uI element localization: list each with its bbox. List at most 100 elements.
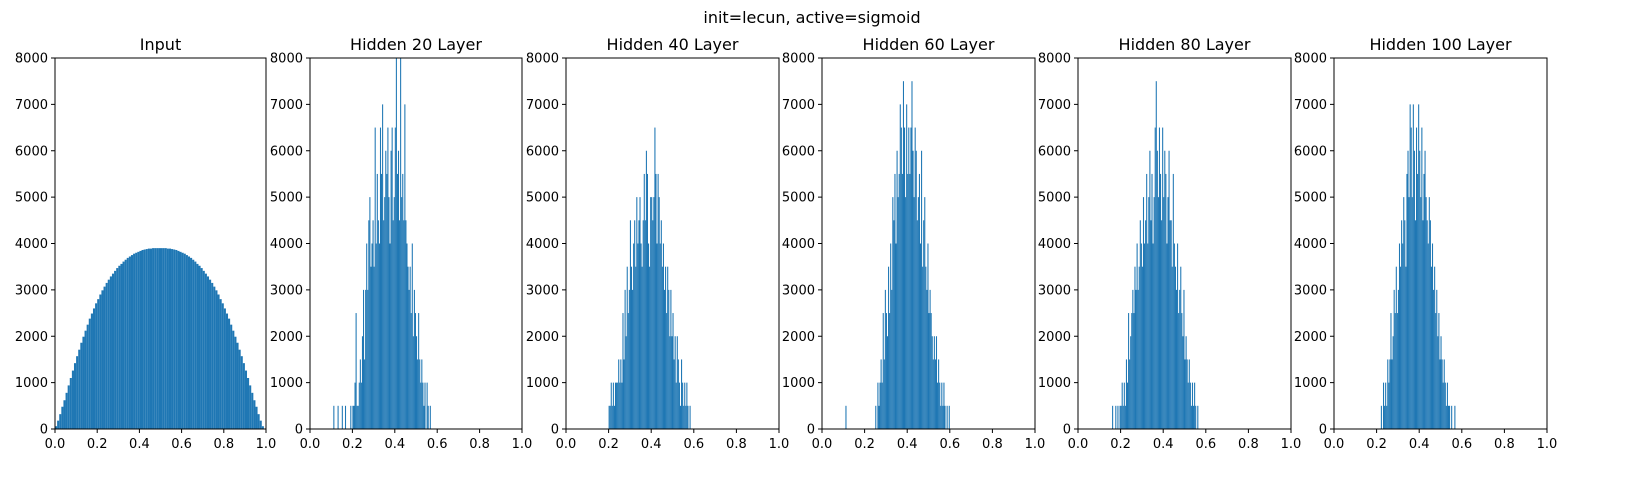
histogram-bar	[99, 294, 102, 429]
x-tick-label: 0.8	[1238, 437, 1259, 452]
x-tick-label: 0.0	[556, 437, 577, 452]
y-tick-label: 3000	[270, 283, 303, 298]
panel-title: Hidden 100 Layer	[1369, 35, 1512, 54]
histogram-bar	[1387, 359, 1389, 429]
histogram-bar	[1139, 220, 1141, 429]
histogram-bar	[891, 289, 893, 430]
histogram-bar	[114, 270, 117, 429]
histogram-bar	[1443, 359, 1445, 429]
histogram-bar	[1437, 336, 1439, 429]
histogram-bar	[97, 299, 100, 429]
histogram-bar	[196, 263, 199, 429]
x-tick-label: 1.0	[512, 437, 533, 452]
histogram-bar	[405, 220, 407, 429]
histogram-bar	[1130, 336, 1132, 429]
histogram-bar	[1445, 405, 1447, 429]
histogram-bar	[638, 220, 640, 429]
histogram-bar	[372, 220, 374, 429]
histogram-bar	[173, 249, 176, 429]
histogram-bar	[648, 243, 650, 429]
histogram-bar	[941, 382, 943, 430]
y-tick-label: 3000	[1294, 283, 1327, 298]
x-tick-label: 0.4	[129, 437, 150, 452]
chart-panel: Input 0.0 0.2 0.4 0.6 0.8 1.0 0 1000 2000 3000 4000…	[15, 35, 276, 452]
histogram-bar	[1193, 405, 1195, 429]
histogram-bar	[221, 303, 224, 429]
histogram-bar	[619, 382, 621, 430]
histogram-bar	[1397, 289, 1399, 430]
histogram-bar	[234, 336, 237, 429]
histogram-bar	[141, 249, 144, 429]
y-tick-label: 7000	[1294, 98, 1327, 113]
histogram-bar	[901, 173, 903, 429]
histogram-bar	[641, 266, 643, 429]
histogram-bar	[130, 255, 134, 429]
histogram-bar	[1435, 313, 1437, 429]
histogram-bar	[414, 313, 416, 429]
histogram-bar	[67, 385, 70, 429]
histogram-bar	[107, 279, 110, 429]
histogram-bar	[612, 382, 614, 430]
histogram-bar	[399, 220, 401, 429]
histogram-bar	[1126, 382, 1129, 430]
x-tick-label: 1.0	[1025, 437, 1046, 452]
histogram-bar	[917, 197, 919, 430]
panel-title: Hidden 40 Layer	[607, 35, 739, 54]
histogram-bar	[383, 220, 385, 429]
histogram-bar	[206, 276, 210, 429]
histogram-bar	[1416, 127, 1418, 429]
x-tick-label: 0.0	[45, 437, 66, 452]
histogram-bar	[1191, 382, 1194, 430]
histogram-bar	[1128, 313, 1130, 429]
histogram-bar	[401, 197, 403, 430]
histogram-bar	[845, 405, 847, 429]
histogram-bar	[1144, 243, 1146, 429]
histogram-bar	[617, 382, 619, 430]
histogram-bar	[1388, 382, 1390, 430]
histogram-bar	[1418, 104, 1420, 430]
x-tick-label: 0.8	[1494, 437, 1515, 452]
histogram-bar	[370, 266, 372, 429]
y-tick-label: 7000	[15, 98, 48, 113]
histogram-bar	[1184, 359, 1186, 429]
histogram-bar	[126, 257, 129, 429]
histogram-bar	[357, 405, 359, 429]
histogram-bar	[228, 318, 231, 429]
histogram-bar	[635, 266, 637, 429]
histogram-bar	[1135, 289, 1137, 430]
histogram-bar	[932, 359, 934, 429]
histogram-bar	[678, 382, 680, 430]
histogram-bar	[259, 420, 262, 429]
histogram-bar	[609, 405, 611, 429]
histogram-bar	[655, 173, 657, 429]
y-tick-label: 8000	[15, 52, 48, 67]
histogram-bar	[365, 289, 367, 430]
histogram-bar	[1405, 266, 1407, 429]
histogram-bar	[1449, 405, 1451, 429]
histogram-bar	[427, 405, 429, 429]
histogram-bar	[890, 243, 892, 429]
histogram-bar	[929, 289, 931, 430]
y-tick-label: 3000	[782, 283, 815, 298]
histogram-bar	[1430, 266, 1432, 429]
histogram-bar	[1434, 266, 1436, 429]
histogram-bar	[1140, 243, 1142, 429]
histogram-bar	[905, 197, 907, 430]
histogram-bar	[1153, 197, 1155, 430]
y-tick-label: 8000	[782, 52, 815, 67]
histogram-bar	[354, 382, 356, 430]
histogram-bar	[240, 356, 243, 429]
histogram-bar	[202, 270, 205, 429]
histogram-bar	[232, 330, 235, 429]
histogram-bar	[1444, 382, 1446, 430]
histogram-bar	[92, 308, 96, 429]
histogram-bar	[192, 259, 195, 429]
histogram-bar	[124, 259, 127, 429]
histogram-bar	[900, 127, 902, 429]
histogram-bar	[350, 405, 352, 429]
y-tick-label: 5000	[15, 191, 48, 206]
histogram-bar	[1138, 266, 1140, 429]
histogram-bar	[1115, 405, 1117, 429]
histogram-bar	[215, 290, 218, 429]
histogram-bar	[667, 266, 669, 429]
